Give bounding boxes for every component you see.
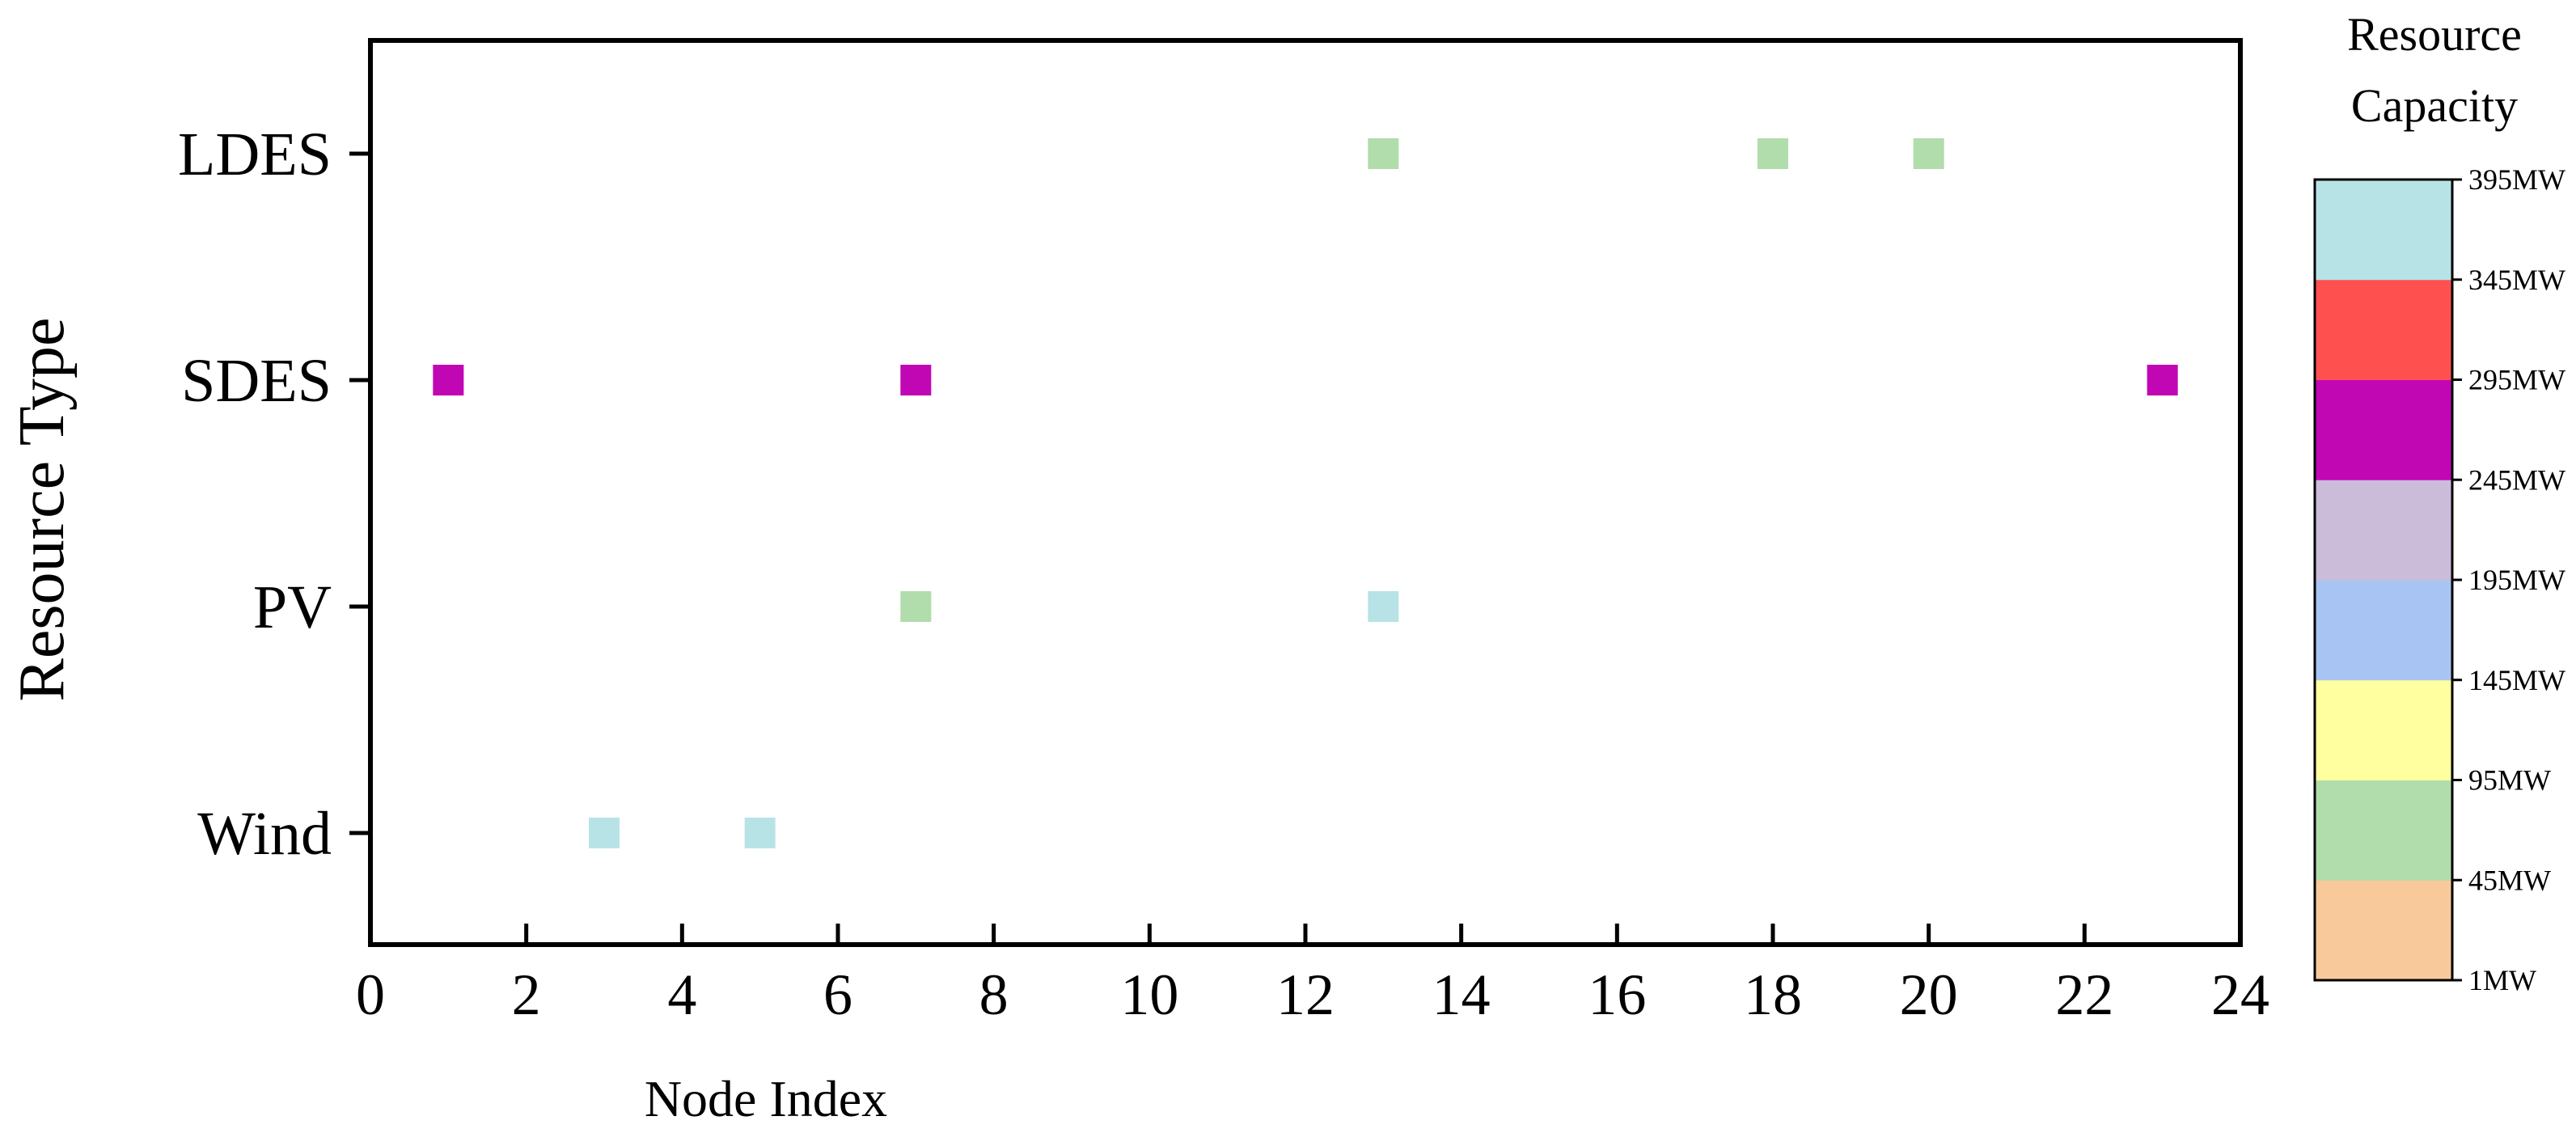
x-tick-label: 0 (356, 962, 385, 1027)
colorbar-band (2315, 379, 2452, 480)
colorbar: Resource Capacity 1MW 45MW 95MW 145MW 195MW 2… (2313, 8, 2565, 996)
colorbar-title-line-1: Resource (2347, 8, 2522, 61)
y-axis-title: Resource Type (6, 318, 78, 702)
data-point-pv (1368, 591, 1399, 622)
x-tick-label: 22 (2055, 962, 2113, 1027)
data-point-ldes (1368, 138, 1399, 169)
x-tick-label: 10 (1120, 962, 1178, 1027)
x-tick-label: 16 (1588, 962, 1646, 1027)
y-category-label: PV (253, 573, 332, 641)
data-point-pv (900, 591, 932, 622)
colorbar-label: 145MW (2468, 664, 2565, 696)
colorbar-label: 245MW (2468, 463, 2565, 496)
x-tick-label: 12 (1276, 962, 1335, 1027)
colorbar-band (2315, 679, 2452, 780)
colorbar-band (2315, 880, 2452, 981)
colorbar-band (2315, 580, 2452, 681)
x-tick-label: 6 (823, 962, 852, 1027)
x-tick-label: 2 (512, 962, 541, 1027)
colorbar-label: 195MW (2468, 564, 2565, 596)
x-tick-label: 20 (1900, 962, 1958, 1027)
x-axis-title: Node Index (645, 1070, 887, 1127)
plot-frame (368, 38, 2243, 947)
colorbar-label: 95MW (2468, 764, 2551, 797)
y-category-label: SDES (181, 347, 332, 415)
colorbar-label: 395MW (2468, 163, 2565, 196)
y-category-label: LDES (178, 121, 332, 188)
data-point-ldes (1758, 138, 1788, 169)
data-point-wind (744, 818, 776, 848)
data-point-ldes (1913, 138, 1944, 169)
y-axis-ticks: LDES SDES PV Wind (178, 121, 370, 868)
data-point-wind (589, 818, 620, 848)
y-category-label: Wind (197, 800, 332, 868)
x-tick-label: 14 (1432, 962, 1491, 1027)
data-points (433, 138, 2178, 848)
x-axis-ticks: 0 2 4 6 8 10 12 14 16 18 20 22 24 (356, 924, 2269, 1027)
plot-border (368, 38, 2243, 947)
x-tick-label: 8 (979, 962, 1009, 1027)
data-point-sdes (2147, 365, 2178, 395)
colorbar-label: 345MW (2468, 264, 2565, 296)
data-point-sdes (900, 365, 932, 395)
colorbar-label: 295MW (2468, 364, 2565, 396)
x-tick-label: 24 (2211, 962, 2269, 1027)
colorbar-label: 1MW (2468, 964, 2536, 996)
data-point-sdes (433, 365, 464, 395)
x-tick-label: 4 (667, 962, 696, 1027)
colorbar-band (2315, 279, 2452, 380)
x-tick-label: 18 (1744, 962, 1802, 1027)
colorbar-band (2315, 480, 2452, 581)
colorbar-band (2315, 180, 2452, 281)
colorbar-band (2315, 780, 2452, 881)
colorbar-label: 45MW (2468, 864, 2551, 896)
colorbar-title-line-2: Capacity (2351, 79, 2518, 132)
